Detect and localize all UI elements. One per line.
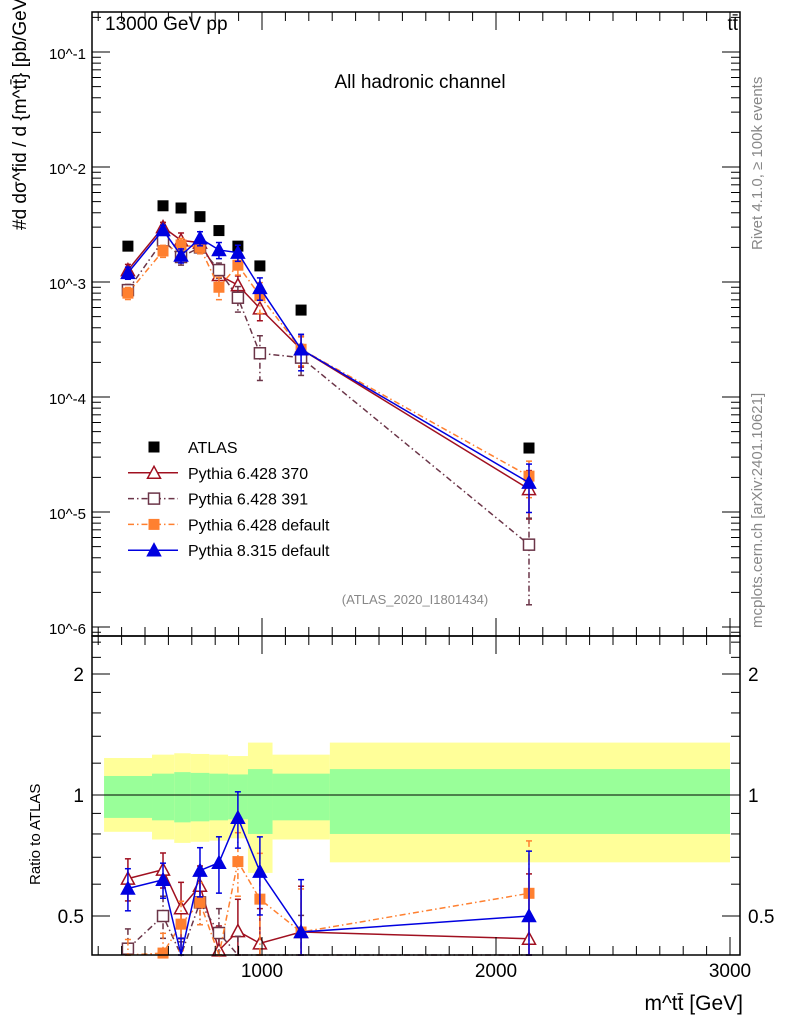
ratio-series-line [127, 900, 529, 957]
y-tick-label: 10^-3 [49, 276, 86, 293]
ratio-data-point [156, 909, 170, 923]
ratio-data-point [192, 862, 208, 877]
main-data-point [194, 211, 206, 223]
main-data-point [522, 538, 536, 551]
ratio-band-inner [190, 772, 210, 822]
ratio-uncertainty-bands [104, 742, 730, 873]
legend-marker [146, 542, 162, 557]
main-data-point [213, 225, 225, 237]
ratio-y-tick-label-right: 0.5 [748, 907, 774, 928]
ratio-band-inner [272, 773, 330, 821]
main-data-point [192, 230, 208, 245]
y-axis-label: #d dσ^fid / d {m^tt̄} [pb/GeV] [10, 0, 31, 230]
main-data-point [230, 244, 246, 259]
main-data-point [521, 474, 537, 489]
main-data-point [212, 263, 226, 277]
legend-label: Pythia 6.428 default [188, 517, 330, 534]
x-axis-label: m^tt̄ [GeV] [644, 992, 743, 1015]
main-data-point [194, 241, 206, 253]
ratio-band-inner [329, 769, 730, 834]
ratio-band-inner [174, 772, 191, 823]
energy-label: 13000 GeV pp [105, 14, 228, 35]
rivet-label: Rivet 4.1.0, ≥ 100k events [749, 77, 766, 250]
legend-label: ATLAS [188, 440, 238, 457]
main-data-point [175, 239, 187, 251]
main-data-point [120, 264, 136, 280]
ratio-data-point [230, 923, 246, 938]
ratio-data-point [521, 907, 537, 923]
legend-marker [148, 441, 160, 453]
main-data-point [295, 304, 307, 316]
ratio-y-tick-label-right: 2 [748, 665, 759, 686]
main-data-point [213, 281, 225, 293]
legend-marker [148, 518, 160, 530]
ratio-y-tick-label-right: 1 [748, 786, 759, 807]
series-pythia-8-315-default [120, 221, 537, 956]
legend: ATLAS Pythia 6.428 370 Pythia 6.428 391 Pyt… [128, 440, 330, 560]
x-tick-label: 1000 [241, 961, 283, 982]
ratio-y-tick-label: 1 [73, 786, 84, 807]
ratio-data-point [212, 926, 226, 940]
ratio-band-inner [152, 773, 175, 821]
main-data-point [253, 347, 267, 360]
ratio-data-point [232, 856, 244, 868]
ratio-y-tick-label: 2 [73, 665, 84, 686]
legend-entry: ATLAS [148, 440, 238, 457]
main-data-point [254, 260, 266, 272]
tick-labels: 10^-6 10^-5 10^-4 10^-3 10^-2 10^-1 0.5 0… [49, 46, 774, 982]
main-data-point [157, 200, 169, 212]
legend-label: Pythia 8.315 default [188, 543, 330, 560]
axis-ticks [92, 12, 740, 956]
main-data-point [122, 240, 134, 252]
ratio-y-axis-label: Ratio to ATLAS [27, 784, 44, 885]
ratio-data-point [252, 863, 268, 878]
ratio-data-point [175, 918, 187, 930]
legend-entry: Pythia 6.428 default [128, 517, 330, 534]
x-tick-label: 3000 [709, 961, 751, 982]
main-data-point [523, 442, 535, 454]
y-tick-label: 10^-4 [49, 391, 86, 408]
ratio-data-point [194, 896, 206, 908]
ratio-band-inner [209, 773, 229, 821]
y-tick-label: 10^-2 [49, 161, 86, 178]
ratio-series-line [127, 868, 530, 952]
main-data-point [293, 341, 309, 356]
chart-title: All hadronic channel [334, 72, 505, 93]
legend-marker [147, 492, 161, 505]
ratio-data-point [157, 947, 169, 959]
main-data-point [157, 245, 169, 257]
legend-entry: Pythia 6.428 370 [128, 464, 308, 483]
ratio-data-point [293, 923, 309, 939]
mcplots-label: mcplots.cern.ch [arXiv:2401.10621] [749, 393, 766, 628]
main-data-point [231, 291, 245, 304]
ratio-data-point [211, 854, 227, 869]
ratio-data-point [120, 880, 136, 895]
y-tick-label: 10^-1 [49, 46, 86, 63]
main-data-point [173, 247, 189, 262]
x-tick-label: 2000 [475, 961, 517, 982]
main-data-point [232, 259, 244, 271]
ratio-data-point [155, 871, 171, 887]
y-tick-label: 10^-6 [49, 621, 86, 638]
main-data-point [122, 287, 134, 299]
main-data-point [211, 241, 227, 257]
y-tick-label: 10^-5 [49, 506, 86, 523]
ratio-data-point [230, 809, 246, 824]
ratio-band-inner [104, 775, 153, 818]
ratio-series-line [127, 859, 530, 958]
legend-label: Pythia 6.428 370 [188, 466, 308, 483]
ratio-y-tick-label: 0.5 [58, 907, 84, 928]
process-label: tt̄ [727, 14, 738, 35]
legend-marker [146, 464, 162, 480]
ratio-data-point [173, 900, 189, 915]
legend-label: Pythia 6.428 391 [188, 492, 308, 509]
main-data-point [155, 221, 171, 237]
main-data-point [175, 202, 187, 214]
legend-entry: Pythia 8.315 default [128, 542, 330, 560]
main-data-point [252, 279, 268, 295]
ratio-band-inner [247, 769, 273, 834]
legend-entry: Pythia 6.428 391 [128, 492, 308, 509]
analysis-label: (ATLAS_2020_I1801434) [342, 592, 488, 607]
